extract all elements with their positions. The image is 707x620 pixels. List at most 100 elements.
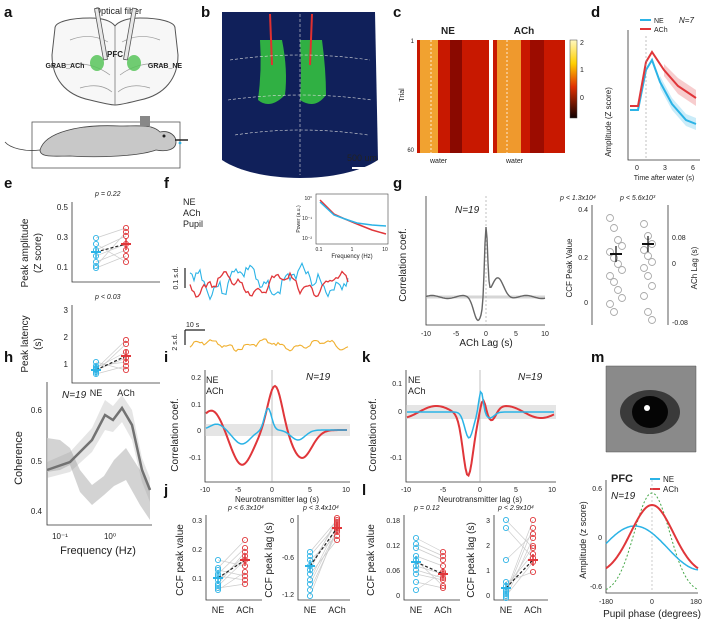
data-point — [439, 548, 447, 556]
panel-l-left-ytick-1: 0.12 — [386, 543, 400, 550]
data-point — [439, 556, 447, 564]
panel-g-summary-yr-1: 0 — [672, 261, 676, 268]
legend-m-ach-label: ACh — [663, 485, 679, 494]
data-point — [439, 552, 447, 560]
scale-bar-sd-label: 0.1 s.d. — [173, 266, 180, 289]
fiber-track-right — [309, 13, 313, 66]
paired-line — [95, 235, 127, 251]
panel-j-points — [213, 514, 342, 600]
panel-d-response: Amplitude (Z score) NE ACh N=7 0 3 6 Tim… — [604, 16, 700, 182]
paired-line — [95, 365, 127, 375]
panel-label-f: f — [164, 175, 170, 192]
paired-line — [415, 555, 444, 567]
panel-label-j: j — [163, 482, 168, 499]
legend-f-pupil: Pupil — [183, 219, 203, 229]
summary-point-right — [644, 272, 652, 280]
panel-j-left-pval: p < 6.3x10⁴ — [227, 505, 264, 512]
panel-j-right-ytick-2: -1.2 — [282, 592, 294, 599]
panel-m-pupil: PFC N=19 NE ACh Amplitude (z score) 0.6 … — [578, 365, 702, 620]
panel-m-xlabel: Pupil phase (degrees) — [603, 609, 701, 620]
panel-k-ytick-1: 0 — [398, 409, 402, 416]
panel-i-xtick-m5: -5 — [235, 487, 241, 494]
heatmap-ne-hot-band — [420, 40, 438, 153]
summary-point-right — [640, 292, 648, 300]
panel-h-coherence: Coherence N=19 0.6 0.5 0.4 10⁻¹ 10⁰ Freq… — [13, 382, 152, 557]
paired-line — [95, 231, 127, 267]
panel-e-peaks: Peak amplitude (Z score) p = 0.22 0.5 0.… — [20, 191, 160, 398]
paired-line — [95, 361, 127, 371]
paired-line — [309, 527, 338, 597]
panel-j-left-ytick-0: 0.3 — [192, 518, 202, 525]
panel-g-summary-yr-2: -0.08 — [672, 320, 688, 327]
panel-l-left-ytick-0: 0.18 — [386, 518, 400, 525]
panel-d-ylabel: Amplitude (Z score) — [604, 87, 613, 157]
right-expression-blob — [127, 55, 141, 71]
panel-e-bottom-ylabel-1: Peak latency — [20, 315, 31, 372]
panel-l-right-ytick-2: 1 — [486, 568, 490, 575]
panel-e-top-ytick-2: 0.1 — [57, 263, 69, 272]
panel-m-n-label: N=19 — [611, 491, 636, 502]
legend-f-ne: NE — [183, 197, 196, 207]
summary-point-right — [648, 258, 656, 266]
summary-point-left — [618, 266, 626, 274]
data-point — [241, 544, 249, 552]
summary-point-left — [606, 214, 614, 222]
data-point — [529, 568, 537, 576]
panel-label-l: l — [362, 482, 366, 499]
panel-i-ylabel: Correlation coef. — [170, 398, 181, 471]
panel-j-left-x-ne: NE — [212, 605, 225, 615]
data-point — [241, 568, 249, 576]
paired-line — [217, 569, 246, 577]
paired-line — [415, 573, 444, 581]
data-point — [439, 582, 447, 590]
panel-g-xlabel: ACh Lag (s) — [459, 338, 512, 349]
brain-region-lines — [64, 36, 166, 93]
panel-d-xlabel: Time after water (s) — [634, 175, 694, 182]
panel-e-top-ylabel-2: (Z score) — [33, 233, 44, 273]
left-expression-blob — [90, 55, 104, 71]
panel-e-top-ytick-0: 0.5 — [57, 203, 69, 212]
summary-point-left — [610, 308, 618, 316]
panel-d-xtick-0: 0 — [635, 165, 639, 172]
trace-coherence — [46, 405, 152, 491]
panel-e-top-points — [91, 224, 131, 272]
mouse-body-icon — [39, 125, 177, 158]
paired-line — [415, 543, 444, 557]
summary-point-left — [606, 248, 614, 256]
paired-line — [309, 525, 338, 581]
scale-bar-pupil-label: 2 s.d. — [172, 333, 179, 350]
panel-i-ccf: Correlation coef. NE ACh N=19 0.2 0.1 0 … — [170, 370, 350, 504]
trace-m-ach — [605, 503, 699, 570]
left-fiber-icon — [94, 7, 108, 61]
scale-bar-label: 500 um — [347, 153, 377, 163]
data-point — [529, 516, 537, 524]
heatmap-ach-hot-band — [497, 40, 521, 153]
paired-line — [505, 533, 534, 561]
panel-l-right-ytick-1: 2 — [486, 543, 490, 550]
inset-ytick-2: 10⁻² — [302, 236, 312, 242]
panel-e-bottom-pval: p < 0.03 — [94, 294, 121, 301]
data-point — [529, 544, 537, 552]
panel-g-summary-points — [606, 214, 656, 324]
inset-ne-spectrum — [319, 201, 387, 227]
panel-m-ytick-2: -0.6 — [590, 584, 602, 591]
paired-line — [217, 559, 246, 567]
summary-point-left — [618, 294, 626, 302]
panel-l-right-pval: p < 2.9x10⁴ — [497, 505, 534, 512]
panel-e-top-ylabel-1: Peak amplitude — [20, 218, 31, 287]
water-drop-icon — [178, 141, 182, 145]
heatmap-ne-title: NE — [441, 26, 455, 37]
panel-g-ylabel: Correlation coef. — [398, 228, 409, 301]
data-point — [306, 548, 314, 556]
panel-m-axes — [605, 480, 698, 594]
inset-ylabel: Power (a.u.) — [296, 205, 302, 233]
paired-line — [217, 539, 246, 569]
panel-c-heatmaps: NE ACh Trial 1 60 water water 2 1 0 — [399, 26, 584, 165]
trace-ccf-ne — [205, 407, 347, 445]
panel-b-histology: 500 um — [222, 12, 378, 178]
panel-g-xtick-0: 0 — [484, 331, 488, 338]
data-point — [241, 576, 249, 584]
panel-g-ccf: Correlation coef. N=19 ACh Lag (s) -10 -… — [398, 195, 699, 349]
panel-l-left-ytick-3: 0 — [396, 593, 400, 600]
summary-point-right — [640, 220, 648, 228]
